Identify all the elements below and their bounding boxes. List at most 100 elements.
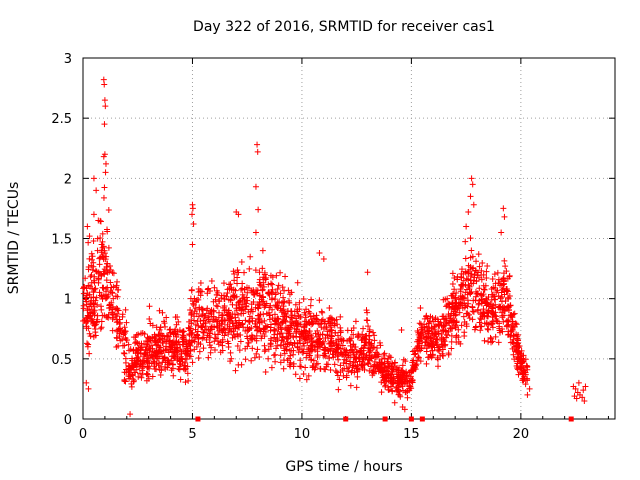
data-point [582,383,589,390]
data-point [476,297,483,304]
data-point [181,366,188,373]
data-point [354,368,361,375]
data-point [199,312,206,319]
data-point [138,374,145,381]
data-point [417,321,424,328]
data-point [488,296,495,303]
data-point [197,280,204,287]
data-point [103,288,110,295]
data-point [430,318,437,325]
data-point [259,287,266,294]
data-point [498,229,505,236]
data-point [132,369,139,376]
data-point [428,341,435,348]
data-point [501,257,508,264]
x-tick-label: 15 [403,427,420,442]
gap-markers [195,416,574,422]
data-point [484,262,491,269]
data-point [302,336,309,343]
data-point [314,343,321,350]
data-point [451,286,458,293]
data-point [482,282,489,289]
data-point [514,342,521,349]
data-point [463,275,470,282]
data-point [318,308,325,315]
data-point [458,282,465,289]
data-point [360,325,367,332]
data-point [146,316,153,323]
data-point [572,385,579,392]
data-point [177,376,184,383]
data-point [182,379,189,386]
data-point [499,328,506,335]
data-point [272,358,279,365]
data-point [484,325,491,332]
data-point [441,322,448,329]
data-point [189,241,196,248]
data-point [256,302,263,309]
data-point [415,354,422,361]
data-point [367,363,374,370]
data-point [126,369,133,376]
data-point [500,277,507,284]
data-point [267,327,274,334]
data-point [490,311,497,318]
data-point [127,411,134,418]
data-point [186,325,193,332]
data-point [97,234,104,241]
data-point [101,266,108,273]
y-axis-label: SRMTID / TECUs [6,182,22,295]
data-point [463,286,470,293]
data-point [274,331,281,338]
data-point [224,286,231,293]
data-point [102,160,109,167]
data-point [364,359,371,366]
data-point [278,326,285,333]
data-point [197,317,204,324]
data-point [279,333,286,340]
data-point [290,333,297,340]
data-point [511,356,518,363]
data-point [378,361,385,368]
data-point [522,381,529,388]
data-point [364,309,371,316]
data-point [296,299,303,306]
data-point [445,313,452,320]
data-point [134,350,141,357]
data-point [431,344,438,351]
data-point [107,279,114,286]
data-point [200,329,207,336]
data-point [423,312,430,319]
data-point [120,350,127,357]
data-point [404,372,411,379]
data-point [135,344,142,351]
data-point [145,375,152,382]
data-point [114,310,121,317]
data-point [280,303,287,310]
data-point [438,331,445,338]
data-point [86,255,93,262]
data-point [101,121,108,128]
data-point [144,341,151,348]
data-point [267,280,274,287]
data-point [463,223,470,230]
data-point [404,379,411,386]
data-point [417,304,424,311]
data-point [84,223,91,230]
data-point [227,314,234,321]
data-point [280,365,287,372]
data-point [83,298,90,305]
data-point [125,341,132,348]
data-point [225,331,232,338]
data-point [278,341,285,348]
data-point [462,255,469,262]
data-point [262,368,269,375]
data-point [234,274,241,281]
data-point [237,338,244,345]
data-point [270,352,277,359]
data-point [449,270,456,277]
data-point [126,363,133,370]
data-point [152,337,159,344]
data-point [186,318,193,325]
data-point [198,288,205,295]
